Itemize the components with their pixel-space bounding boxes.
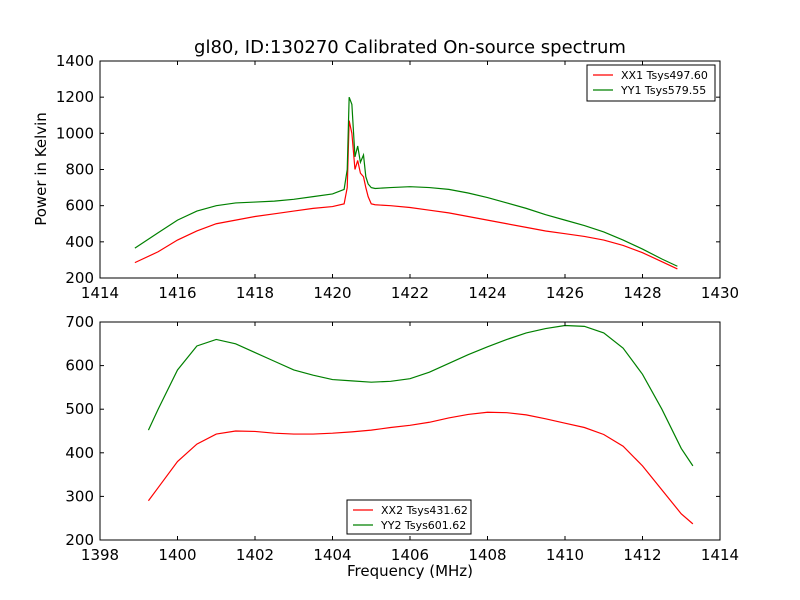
top-series-line-1 (134, 120, 678, 270)
x-axis-label: Frequency (MHz) (347, 562, 473, 580)
top-legend: XX1 Tsys497.60 YY1 Tsys579.55 (586, 64, 716, 102)
top-x-tick-label: 1420 (313, 284, 351, 302)
top-y-tick-label: 1200 (56, 88, 94, 106)
bottom-series-line-2 (147, 324, 694, 467)
bottom-x-tick-label: 1400 (158, 546, 196, 564)
top-y-tick-label: 1400 (56, 52, 94, 70)
bottom-legend-label-1: XX2 Tsys431.62 (381, 504, 468, 517)
bottom-x-tick-label: 1402 (236, 546, 274, 564)
top-series-line-2 (134, 96, 678, 267)
bottom-y-tick-label: 200 (65, 531, 94, 549)
top-x-tick-label: 1414 (81, 284, 119, 302)
bottom-x-tick-label: 1404 (313, 546, 351, 564)
bottom-x-tick-label: 1414 (701, 546, 739, 564)
bottom-y-tick-label: 300 (65, 487, 94, 505)
bottom-y-tick-label: 700 (65, 313, 94, 331)
bottom-x-tick-label: 1406 (391, 546, 429, 564)
top-x-tick-label: 1416 (158, 284, 196, 302)
bottom-series-line-1 (147, 411, 694, 525)
bottom-y-tick-label: 500 (65, 400, 94, 418)
top-y-tick-label: 400 (65, 233, 94, 251)
top-y-tick-label: 1000 (56, 124, 94, 142)
chart-title: gl80, ID:130270 Calibrated On-source spe… (194, 37, 626, 58)
top-y-tick-label: 200 (65, 269, 94, 287)
top-x-tick-label: 1424 (468, 284, 506, 302)
bottom-legend: XX2 Tsys431.62 YY2 Tsys601.62 (346, 499, 472, 535)
bottom-plot-area: 1398 1400 1402 1404 1406 1408 1410 1412 1414 200 3… (65, 313, 739, 564)
bottom-x-tick-label: 1410 (546, 546, 584, 564)
bottom-y-tick-label: 400 (65, 444, 94, 462)
top-x-tick-label: 1422 (391, 284, 429, 302)
top-plot-area: 1414 1416 1418 1420 1422 1424 1426 1428 1430 200 4… (56, 52, 739, 302)
top-x-tick-label: 1426 (546, 284, 584, 302)
top-legend-label-2: YY1 Tsys579.55 (620, 84, 706, 97)
bottom-legend-label-2: YY2 Tsys601.62 (380, 519, 466, 532)
top-legend-label-1: XX1 Tsys497.60 (621, 69, 708, 82)
bottom-y-tick-label: 600 (65, 357, 94, 375)
bottom-x-tick-label: 1408 (468, 546, 506, 564)
bottom-x-tick-label: 1412 (623, 546, 661, 564)
bottom-panel: Frequency (MHz) 1398 1400 1402 1404 1406 1408… (65, 313, 739, 580)
top-y-axis-label: Power in Kelvin (32, 112, 50, 226)
bottom-x-tick-label: 1398 (81, 546, 119, 564)
top-panel: gl80, ID:130270 Calibrated On-source spe… (32, 37, 739, 302)
top-x-tick-label: 1428 (623, 284, 661, 302)
top-y-tick-label: 600 (65, 197, 94, 215)
top-legend-box (586, 64, 716, 102)
top-y-tick-label: 800 (65, 161, 94, 179)
top-x-tick-label: 1418 (236, 284, 274, 302)
top-x-tick-label: 1430 (701, 284, 739, 302)
bottom-legend-box (346, 499, 472, 535)
